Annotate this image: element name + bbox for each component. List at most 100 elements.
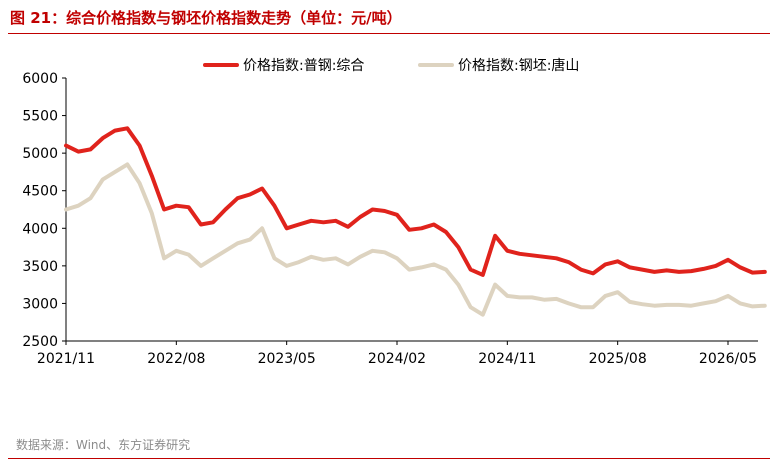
data-point (347, 226, 349, 228)
data-point (592, 306, 594, 309)
data-point (469, 268, 472, 271)
data-point (665, 304, 668, 306)
data-point (236, 242, 239, 245)
data-point (77, 150, 80, 153)
data-point (665, 269, 668, 272)
data-point (334, 257, 337, 260)
data-point (653, 271, 656, 273)
data-point (482, 274, 484, 276)
data-point (555, 257, 558, 260)
data-point (629, 301, 631, 303)
data-point (702, 268, 705, 270)
data-point (727, 295, 729, 297)
data-point (433, 223, 435, 226)
data-point (163, 208, 165, 211)
data-point (567, 261, 570, 263)
y-tick-label: 2500 (22, 334, 58, 350)
data-point (151, 212, 153, 215)
data-point (408, 229, 411, 231)
data-point (604, 263, 607, 266)
data-point (175, 250, 178, 252)
data-point (420, 227, 423, 230)
data-point (65, 144, 67, 147)
series-line (64, 126, 767, 277)
data-point (261, 227, 263, 230)
data-point (420, 266, 423, 269)
data-point (641, 268, 643, 271)
data-point (457, 283, 460, 286)
data-point (702, 302, 705, 305)
data-point (187, 206, 190, 208)
x-tick-label: 2024/02 (368, 351, 426, 367)
data-point (482, 313, 484, 316)
data-point (334, 220, 337, 222)
data-point (531, 296, 533, 299)
data-point (114, 129, 116, 132)
y-tick-label: 3500 (22, 259, 58, 275)
bottom-rule (8, 458, 770, 459)
data-point (751, 271, 754, 274)
data-point (65, 208, 67, 211)
data-point (396, 214, 398, 216)
data-point (310, 220, 313, 222)
title-rule (8, 33, 770, 34)
data-point (408, 268, 411, 271)
data-point (629, 266, 631, 269)
y-tick-label: 3000 (22, 296, 58, 312)
data-point (138, 182, 141, 184)
data-point (298, 223, 300, 226)
data-point (261, 187, 263, 190)
data-point (126, 163, 129, 166)
source-note: 数据来源：Wind、东方证券研究 (16, 438, 191, 452)
data-point (506, 250, 509, 252)
data-point (433, 263, 435, 266)
data-point (567, 302, 570, 305)
data-point (751, 305, 754, 308)
data-point (714, 265, 717, 267)
data-point (347, 263, 349, 266)
data-point (285, 227, 288, 230)
data-point (580, 268, 582, 271)
data-point (89, 197, 92, 199)
data-point (249, 238, 251, 241)
data-point (187, 253, 190, 256)
y-tick-label: 4000 (22, 221, 58, 237)
data-point (383, 251, 386, 254)
data-point (371, 250, 374, 252)
data-point (543, 256, 545, 258)
data-point (506, 295, 509, 297)
y-tick-label: 6000 (22, 71, 58, 87)
data-point (138, 144, 141, 147)
x-tick-label: 2021/11 (37, 351, 95, 367)
x-tick-label: 2024/11 (478, 351, 536, 367)
data-point (616, 291, 619, 294)
data-point (678, 271, 680, 273)
data-point (200, 223, 202, 226)
y-tick-label: 5000 (22, 146, 58, 162)
data-point (641, 303, 643, 306)
data-point (359, 216, 362, 218)
legend-label: 价格指数:普钢:综合 (243, 58, 364, 74)
data-point (359, 256, 362, 258)
data-point (739, 302, 742, 305)
data-point (212, 257, 214, 260)
data-point (89, 148, 92, 151)
data-point (616, 260, 619, 263)
data-point (518, 296, 521, 299)
data-point (151, 174, 153, 177)
data-point (457, 246, 460, 248)
data-point (690, 270, 692, 272)
data-point (531, 254, 533, 257)
data-point (714, 300, 717, 303)
data-point (678, 304, 680, 306)
data-point (690, 304, 692, 307)
data-point (494, 235, 496, 237)
data-point (555, 298, 558, 300)
chart-container: 6000 5500 5000 4500 4000 3500 3000 2500 2021/11 2… (0, 34, 779, 429)
x-tick-label: 2023/05 (258, 351, 316, 367)
data-point (383, 210, 386, 212)
data-point (224, 208, 227, 211)
data-point (518, 253, 521, 255)
data-point (249, 193, 251, 196)
data-point (469, 306, 472, 309)
